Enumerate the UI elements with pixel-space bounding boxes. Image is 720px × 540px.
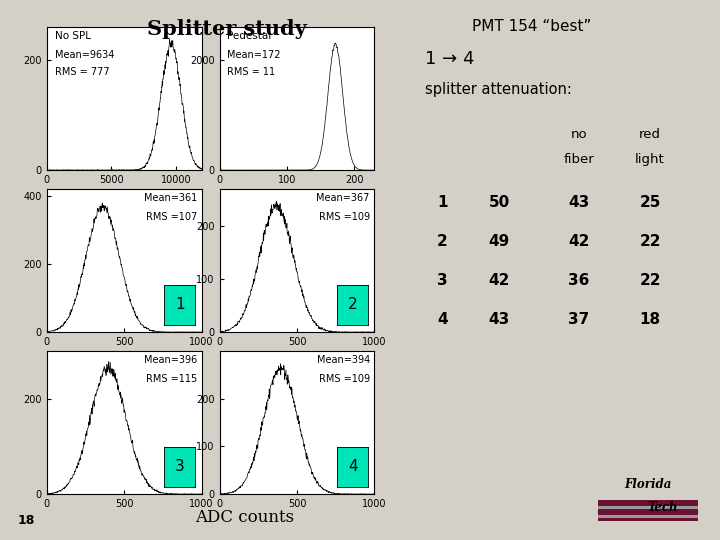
Bar — [598, 503, 698, 507]
Text: Splitter study: Splitter study — [147, 19, 307, 39]
Text: 25: 25 — [639, 195, 661, 210]
Text: 22: 22 — [639, 234, 661, 249]
Text: 3: 3 — [437, 273, 448, 288]
Bar — [598, 518, 698, 521]
Text: 42: 42 — [568, 234, 590, 249]
Bar — [598, 512, 698, 515]
Text: Mean=172: Mean=172 — [228, 50, 281, 60]
Text: 36: 36 — [568, 273, 590, 288]
Bar — [598, 500, 698, 503]
Text: RMS = 11: RMS = 11 — [228, 67, 276, 77]
Text: Mean=367: Mean=367 — [316, 193, 370, 203]
Text: splitter attenuation:: splitter attenuation: — [426, 82, 572, 97]
Text: 43: 43 — [489, 312, 510, 327]
Text: Tech: Tech — [648, 501, 678, 514]
Text: no: no — [571, 128, 588, 141]
Text: 22: 22 — [639, 273, 661, 288]
Text: RMS =109: RMS =109 — [319, 374, 370, 384]
Text: 37: 37 — [568, 312, 590, 327]
Text: RMS =107: RMS =107 — [145, 212, 197, 222]
Text: Mean=394: Mean=394 — [317, 355, 370, 365]
Text: 2: 2 — [437, 234, 448, 249]
Bar — [598, 515, 698, 518]
Text: 18: 18 — [18, 514, 35, 526]
Text: PMT 154 “best”: PMT 154 “best” — [472, 19, 591, 34]
Text: 43: 43 — [568, 195, 590, 210]
Text: Mean=361: Mean=361 — [144, 193, 197, 203]
Text: RMS = 777: RMS = 777 — [55, 67, 109, 77]
Text: Florida: Florida — [624, 478, 672, 491]
Text: 1: 1 — [437, 195, 448, 210]
Text: light: light — [635, 153, 665, 166]
Text: 1 → 4: 1 → 4 — [426, 50, 475, 68]
Text: 4: 4 — [437, 312, 448, 327]
Text: 18: 18 — [639, 312, 661, 327]
Text: ADC counts: ADC counts — [195, 510, 294, 526]
Text: RMS =115: RMS =115 — [145, 374, 197, 384]
Text: Pedestal: Pedestal — [228, 31, 271, 41]
Text: 49: 49 — [489, 234, 510, 249]
Bar — [598, 509, 698, 512]
Text: fiber: fiber — [564, 153, 594, 166]
Bar — [598, 507, 698, 509]
Text: RMS =109: RMS =109 — [319, 212, 370, 222]
Text: 42: 42 — [489, 273, 510, 288]
Text: Mean=396: Mean=396 — [144, 355, 197, 365]
Text: Mean=9634: Mean=9634 — [55, 50, 114, 60]
Text: 50: 50 — [489, 195, 510, 210]
Text: No SPL: No SPL — [55, 31, 91, 41]
Text: red: red — [639, 128, 661, 141]
